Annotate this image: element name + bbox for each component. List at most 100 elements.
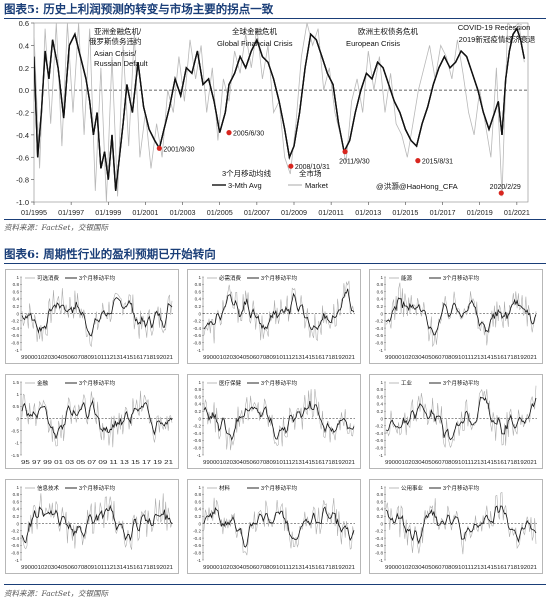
panel-frame [369,374,543,469]
panel-y-tick-label: -0.4 [193,536,201,541]
annotation-euro-cn: 欧洲主权债务危机 [358,26,418,36]
panel-series-ma [385,505,537,545]
panel-y-tick-label: 0.2 [195,514,202,519]
x-tick-label: 01/2015 [392,208,418,217]
turning-point-marker [498,190,504,196]
sector-panels-grid: 1 0.8 0.6 0.4 0.2 0 -0.2 -0.4 -0.6 -0.8 -1 99000102… [0,266,550,581]
panel-y-tick-label: 1 [16,275,19,280]
panel-x-labels: 9900010203040506070809101112131415161718… [203,565,355,571]
panel-y-tick-label: 0.4 [377,297,384,302]
y-tick-label: -1.0 [16,198,29,207]
y-tick-label: -0.6 [16,153,29,162]
panel-legend-sector: 金融 [37,379,49,387]
panel-y-tick-label: -0.8 [193,446,201,451]
panel-y-tick-label: 0 [16,311,19,316]
panel-y-tick-label: -0.6 [11,543,19,548]
x-tick-label: 01/2007 [244,208,270,217]
annotation-covid-en: COVID-19 Recession [458,23,531,32]
panel-y-tick-label: 0 [198,416,201,421]
panel-y-tick-label: -0.6 [375,543,383,548]
panel-legend-ma: 3个月移动平均 [261,379,298,387]
panel-y-tick-label: 0.4 [195,402,202,407]
x-tick-label: 01/2009 [281,208,307,217]
annotation-gfc-cn: 全球金融危机 [232,26,277,36]
panel-y-tick-label: -0.8 [375,551,383,556]
turning-point-label: 2008/10/31 [295,164,330,171]
panel-frame [369,479,543,574]
panel-y-tick-label: -0.2 [375,529,383,534]
panel-y-tick-label: 0.6 [13,289,20,294]
figure6-source: 资料来源：FactSet，交银国际 [4,589,108,598]
panel-x-labels: 9900010203040506070809101112131415161718… [385,565,537,571]
panel-y-tick-label: -0.8 [11,551,19,556]
x-tick-label: 01/2019 [467,208,493,217]
turning-point-label: 2015/8/31 [422,159,453,166]
y-tick-label: 0.6 [19,20,29,28]
turning-point-label: 2011/9/30 [339,159,370,166]
panel-y-tick-label: 0.2 [377,304,384,309]
panel-y-tick-label: -0.4 [375,536,383,541]
y-tick-label: 0.4 [19,41,29,50]
sector-panel: 1.5 1 0.5 0 -0.5 -1 -1.595 97 99 01 03 05 07 0… [5,374,179,469]
panel-y-tick-label: -0.6 [193,543,201,548]
panel-y-tick-label: -1 [197,348,202,353]
annotation-asian-cn-2: 俄罗斯债务违约 [89,36,142,46]
panel-y-tick-label: -1 [379,453,384,458]
sector-panel: 1 0.8 0.6 0.4 0.2 0 -0.2 -0.4 -0.6 -0.8 -199000102… [369,374,543,469]
panel-y-tick-label: -0.2 [193,319,201,324]
y-tick-label: -0.2 [16,109,29,118]
panel-y-tick-label: 1.5 [13,380,20,385]
panel-y-tick-label: -0.8 [193,551,201,556]
panel-legend-ma: 3个月移动平均 [261,274,298,282]
x-tick-label: 01/1997 [58,208,84,217]
panel-y-tick-label: -1 [379,558,384,563]
sector-panel: 1 0.8 0.6 0.4 0.2 0 -0.2 -0.4 -0.6 -0.8 -199000102… [5,479,179,574]
panel-y-tick-label: -1 [15,348,20,353]
panel-y-tick-label: -0.4 [11,536,19,541]
panel-y-tick-label: -0.2 [375,424,383,429]
panel-y-tick-label: -0.6 [11,333,19,338]
x-tick-label: 01/2021 [504,208,530,217]
y-tick-label: 0.0 [19,86,29,95]
panel-y-tick-label: -0.2 [193,529,201,534]
panel-series-ma [385,396,537,441]
x-tick-label: 01/2011 [318,208,343,217]
panel-x-labels: 9900010203040506070809101112131415161718… [385,460,537,466]
panel-y-tick-label: 0.2 [377,514,384,519]
figure5-source: 资料来源：FactSet，交银国际 [4,223,108,232]
panel-legend-sector: 信息技术 [37,484,60,492]
panel-series-ma [385,297,537,336]
panel-series-ma [203,401,355,442]
panel-legend-ma: 3个月移动平均 [443,484,480,492]
panel-frame [187,479,361,574]
panel-y-tick-label: -0.8 [11,341,19,346]
panel-y-tick-label: 0 [198,311,201,316]
panel-series-ma [21,504,173,544]
panel-y-tick-label: 0 [380,521,383,526]
turning-point-marker [342,149,348,155]
panel-y-tick-label: -0.8 [375,446,383,451]
panel-y-tick-label: 0.4 [195,297,202,302]
panel-y-tick-label: 0.6 [195,499,202,504]
panel-y-tick-label: -1 [197,558,202,563]
panel-series-ma [21,399,173,439]
panel-y-tick-label: 1 [380,275,383,280]
panel-y-tick-label: -0.6 [193,333,201,338]
panel-y-tick-label: 0.6 [13,499,20,504]
panel-series-sector [385,385,537,448]
sector-panel: 1 0.8 0.6 0.4 0.2 0 -0.2 -0.4 -0.6 -0.8 -199000102… [187,479,361,574]
figure6-title-rule [4,263,546,264]
figure5-bottom-rule [4,219,546,220]
panel-legend-ma: 3个月移动平均 [261,484,298,492]
panel-x-labels: 95 97 99 01 03 05 07 09 11 13 15 17 19 2… [21,460,173,466]
panel-y-tick-label: 0.8 [377,387,384,392]
panel-y-tick-label: 0.8 [195,387,202,392]
panel-legend-ma: 3个月移动平均 [443,379,480,387]
panel-y-tick-label: 0.6 [377,289,384,294]
panel-y-tick-label: 0.8 [195,282,202,287]
legend-market-label: Market [305,181,329,190]
panel-y-tick-label: -0.4 [193,431,201,436]
series-line-3mth-avg-top [34,27,525,191]
y-tick-label: -0.8 [16,176,29,185]
panel-legend-ma: 3个月移动平均 [79,274,116,282]
